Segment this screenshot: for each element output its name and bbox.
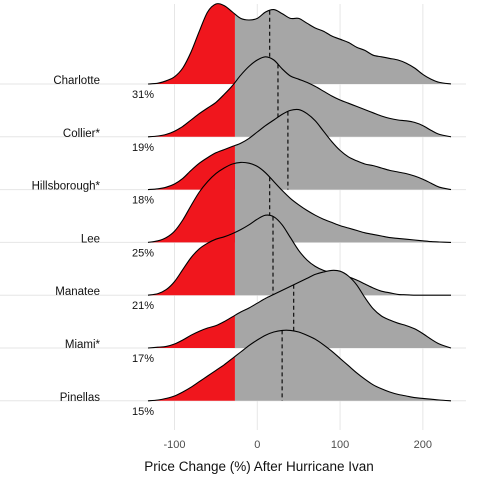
percent-label: 21%	[132, 300, 154, 312]
density-area-above	[234, 9, 451, 84]
density-area-below	[148, 232, 235, 296]
percent-label: 15%	[132, 406, 154, 418]
density-area-above	[234, 215, 451, 296]
category-label: Pinellas	[60, 392, 101, 404]
percent-label: 17%	[132, 353, 154, 365]
ridge-manatee	[147, 214, 451, 296]
percent-label: 19%	[132, 142, 154, 154]
category-label: Manatee	[55, 286, 100, 298]
x-tick-label: 200	[414, 439, 432, 451]
category-label: Charlotte	[53, 75, 100, 87]
ridge-miami	[147, 269, 452, 349]
x-tick-label: 0	[254, 439, 260, 451]
category-labels: Charlotte 31% Collier* 19% Hillsborough* 18% L…	[32, 75, 155, 418]
density-area-below	[148, 315, 235, 348]
density-area-above	[234, 330, 451, 401]
category-label: Miami*	[65, 339, 101, 351]
density-outline	[147, 269, 452, 349]
density-outline	[147, 3, 452, 85]
density-outline	[147, 56, 452, 138]
category-label: Collier*	[63, 128, 101, 140]
density-outline	[147, 329, 452, 402]
ridge-pinellas	[147, 329, 452, 402]
x-tick-label: -100	[163, 439, 185, 451]
density-area-below	[148, 356, 235, 401]
ridge-lee	[147, 161, 452, 243]
density-outline	[147, 214, 451, 296]
percent-label: 25%	[132, 247, 154, 259]
x-axis: -100 0 100 200	[163, 439, 432, 451]
density-outline	[147, 161, 452, 243]
category-label: Hillsborough*	[32, 181, 101, 193]
category-label: Lee	[81, 233, 100, 245]
density-ridges	[147, 3, 452, 402]
density-outline	[147, 108, 452, 191]
percent-label: 31%	[132, 89, 154, 101]
density-area-above	[234, 162, 451, 243]
density-area-above	[234, 109, 451, 190]
ridge-charlotte	[147, 3, 452, 85]
x-tick-label: 100	[331, 439, 349, 451]
density-area-below	[148, 82, 235, 137]
density-area-below	[148, 3, 235, 84]
percent-label: 18%	[132, 195, 154, 207]
density-area-below	[148, 163, 235, 243]
x-axis-title: Price Change (%) After Hurricane Ivan	[144, 459, 374, 474]
density-area-above	[234, 270, 451, 348]
